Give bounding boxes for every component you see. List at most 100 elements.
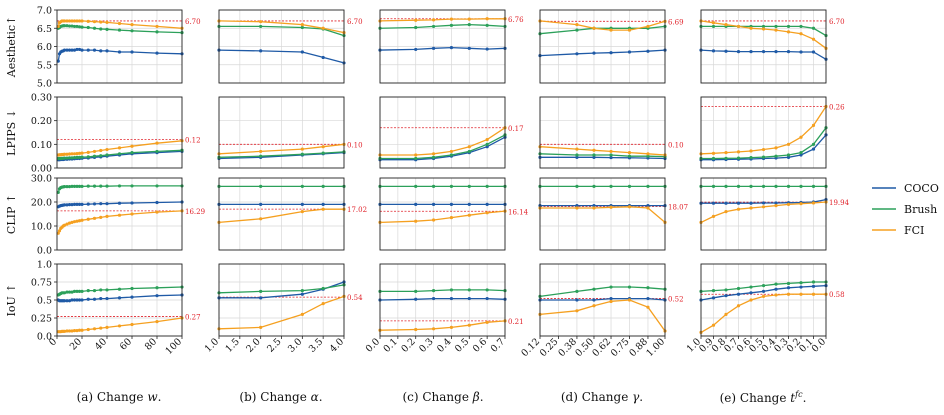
data-point-coco [62,48,67,52]
data-point-coco [761,201,766,205]
caption-text: (d) Change [560,390,633,404]
caption-symbol: β [472,390,480,404]
data-point-fci [592,26,596,30]
data-point-brush [259,184,263,188]
data-point-coco [449,45,454,50]
data-point-coco [99,202,103,206]
x-tick-label: 0.1 [382,336,400,354]
data-point-fci [749,206,753,210]
data-point-fci [431,218,436,222]
data-point-brush [99,27,103,31]
data-point-brush [449,288,454,292]
data-point-brush [749,285,753,289]
data-point-coco [105,49,109,53]
data-point-coco [130,201,134,205]
data-point-fci [575,147,579,151]
data-point-brush [130,151,134,155]
x-tick-label: 2.0 [244,336,262,354]
caption-period: . [639,390,644,404]
data-point-fci [646,152,650,156]
data-point-coco [117,296,122,300]
x-tick-label: 3.5 [307,336,325,354]
data-point-fci [485,17,489,21]
data-point-fci [72,19,77,23]
data-point-coco [431,202,436,206]
data-point-fci [609,28,613,32]
data-point-brush [62,156,67,160]
data-point-fci [761,294,766,298]
data-point-coco [117,201,122,205]
data-point-coco [811,284,816,288]
data-point-coco [627,50,632,54]
data-point-coco [99,49,103,53]
data-point-coco [575,204,579,208]
data-point-fci [80,19,84,23]
y-tick-label: 0.20 [31,116,52,127]
reference-label: 17.02 [347,206,367,214]
data-point-brush [75,24,79,29]
data-point-fci [592,304,596,308]
data-point-brush [67,290,72,294]
y-tick-label: 0.25 [31,314,52,325]
data-point-brush [414,25,418,30]
data-point-coco [130,295,134,299]
data-point-coco [485,47,489,51]
caption-period: . [479,390,484,404]
data-point-fci [117,146,122,150]
data-point-fci [761,147,766,152]
data-point-fci [70,329,74,333]
data-point-fci [67,329,72,333]
data-point-brush [86,184,90,188]
data-point-brush [300,184,304,188]
data-point-coco [485,202,489,206]
data-point-coco [711,49,716,53]
data-point-brush [449,23,454,27]
data-point-fci [724,23,728,27]
data-point-fci [62,19,67,23]
caption-text: (a) Change [76,390,148,404]
data-point-brush [592,287,596,291]
data-point-brush [811,26,816,30]
data-point-coco [86,48,90,52]
data-point-brush [86,25,90,30]
data-point-fci [609,205,613,209]
data-point-brush [130,29,134,33]
data-point-fci [627,205,632,209]
data-point-fci [449,325,454,329]
data-point-fci [627,151,632,155]
data-point-coco [774,201,778,205]
data-point-coco [105,296,109,301]
axes-frame [379,263,506,337]
data-point-brush [105,153,109,157]
data-point-coco [799,50,803,54]
data-point-brush [259,154,263,158]
data-point-fci [575,309,579,313]
data-point-fci [467,323,471,327]
data-point-coco [70,298,74,302]
data-point-fci [130,144,134,148]
data-point-fci [67,152,72,156]
data-point-fci [259,325,263,329]
data-point-coco [592,155,596,159]
data-point-coco [414,297,418,301]
data-point-fci [799,135,803,139]
data-point-brush [736,184,741,188]
data-point-coco [609,296,613,301]
data-point-fci [77,328,82,332]
subplot-caption: (c) Change β. [363,390,523,404]
data-point-fci [99,215,103,219]
axes-frame [56,177,183,251]
data-point-coco [65,48,69,52]
data-point-fci [155,320,159,324]
data-point-fci [92,149,97,154]
data-point-brush [485,142,489,146]
data-point-fci [67,221,72,225]
data-point-fci [75,219,79,223]
y-tick-label: 0.30 [31,93,52,104]
legend-label-brush: Brush [904,203,937,216]
data-point-fci [75,151,79,156]
data-point-fci [77,19,82,23]
x-tick-label: 0.0 [364,336,382,354]
data-point-fci [711,151,716,155]
data-point-brush [117,28,122,32]
